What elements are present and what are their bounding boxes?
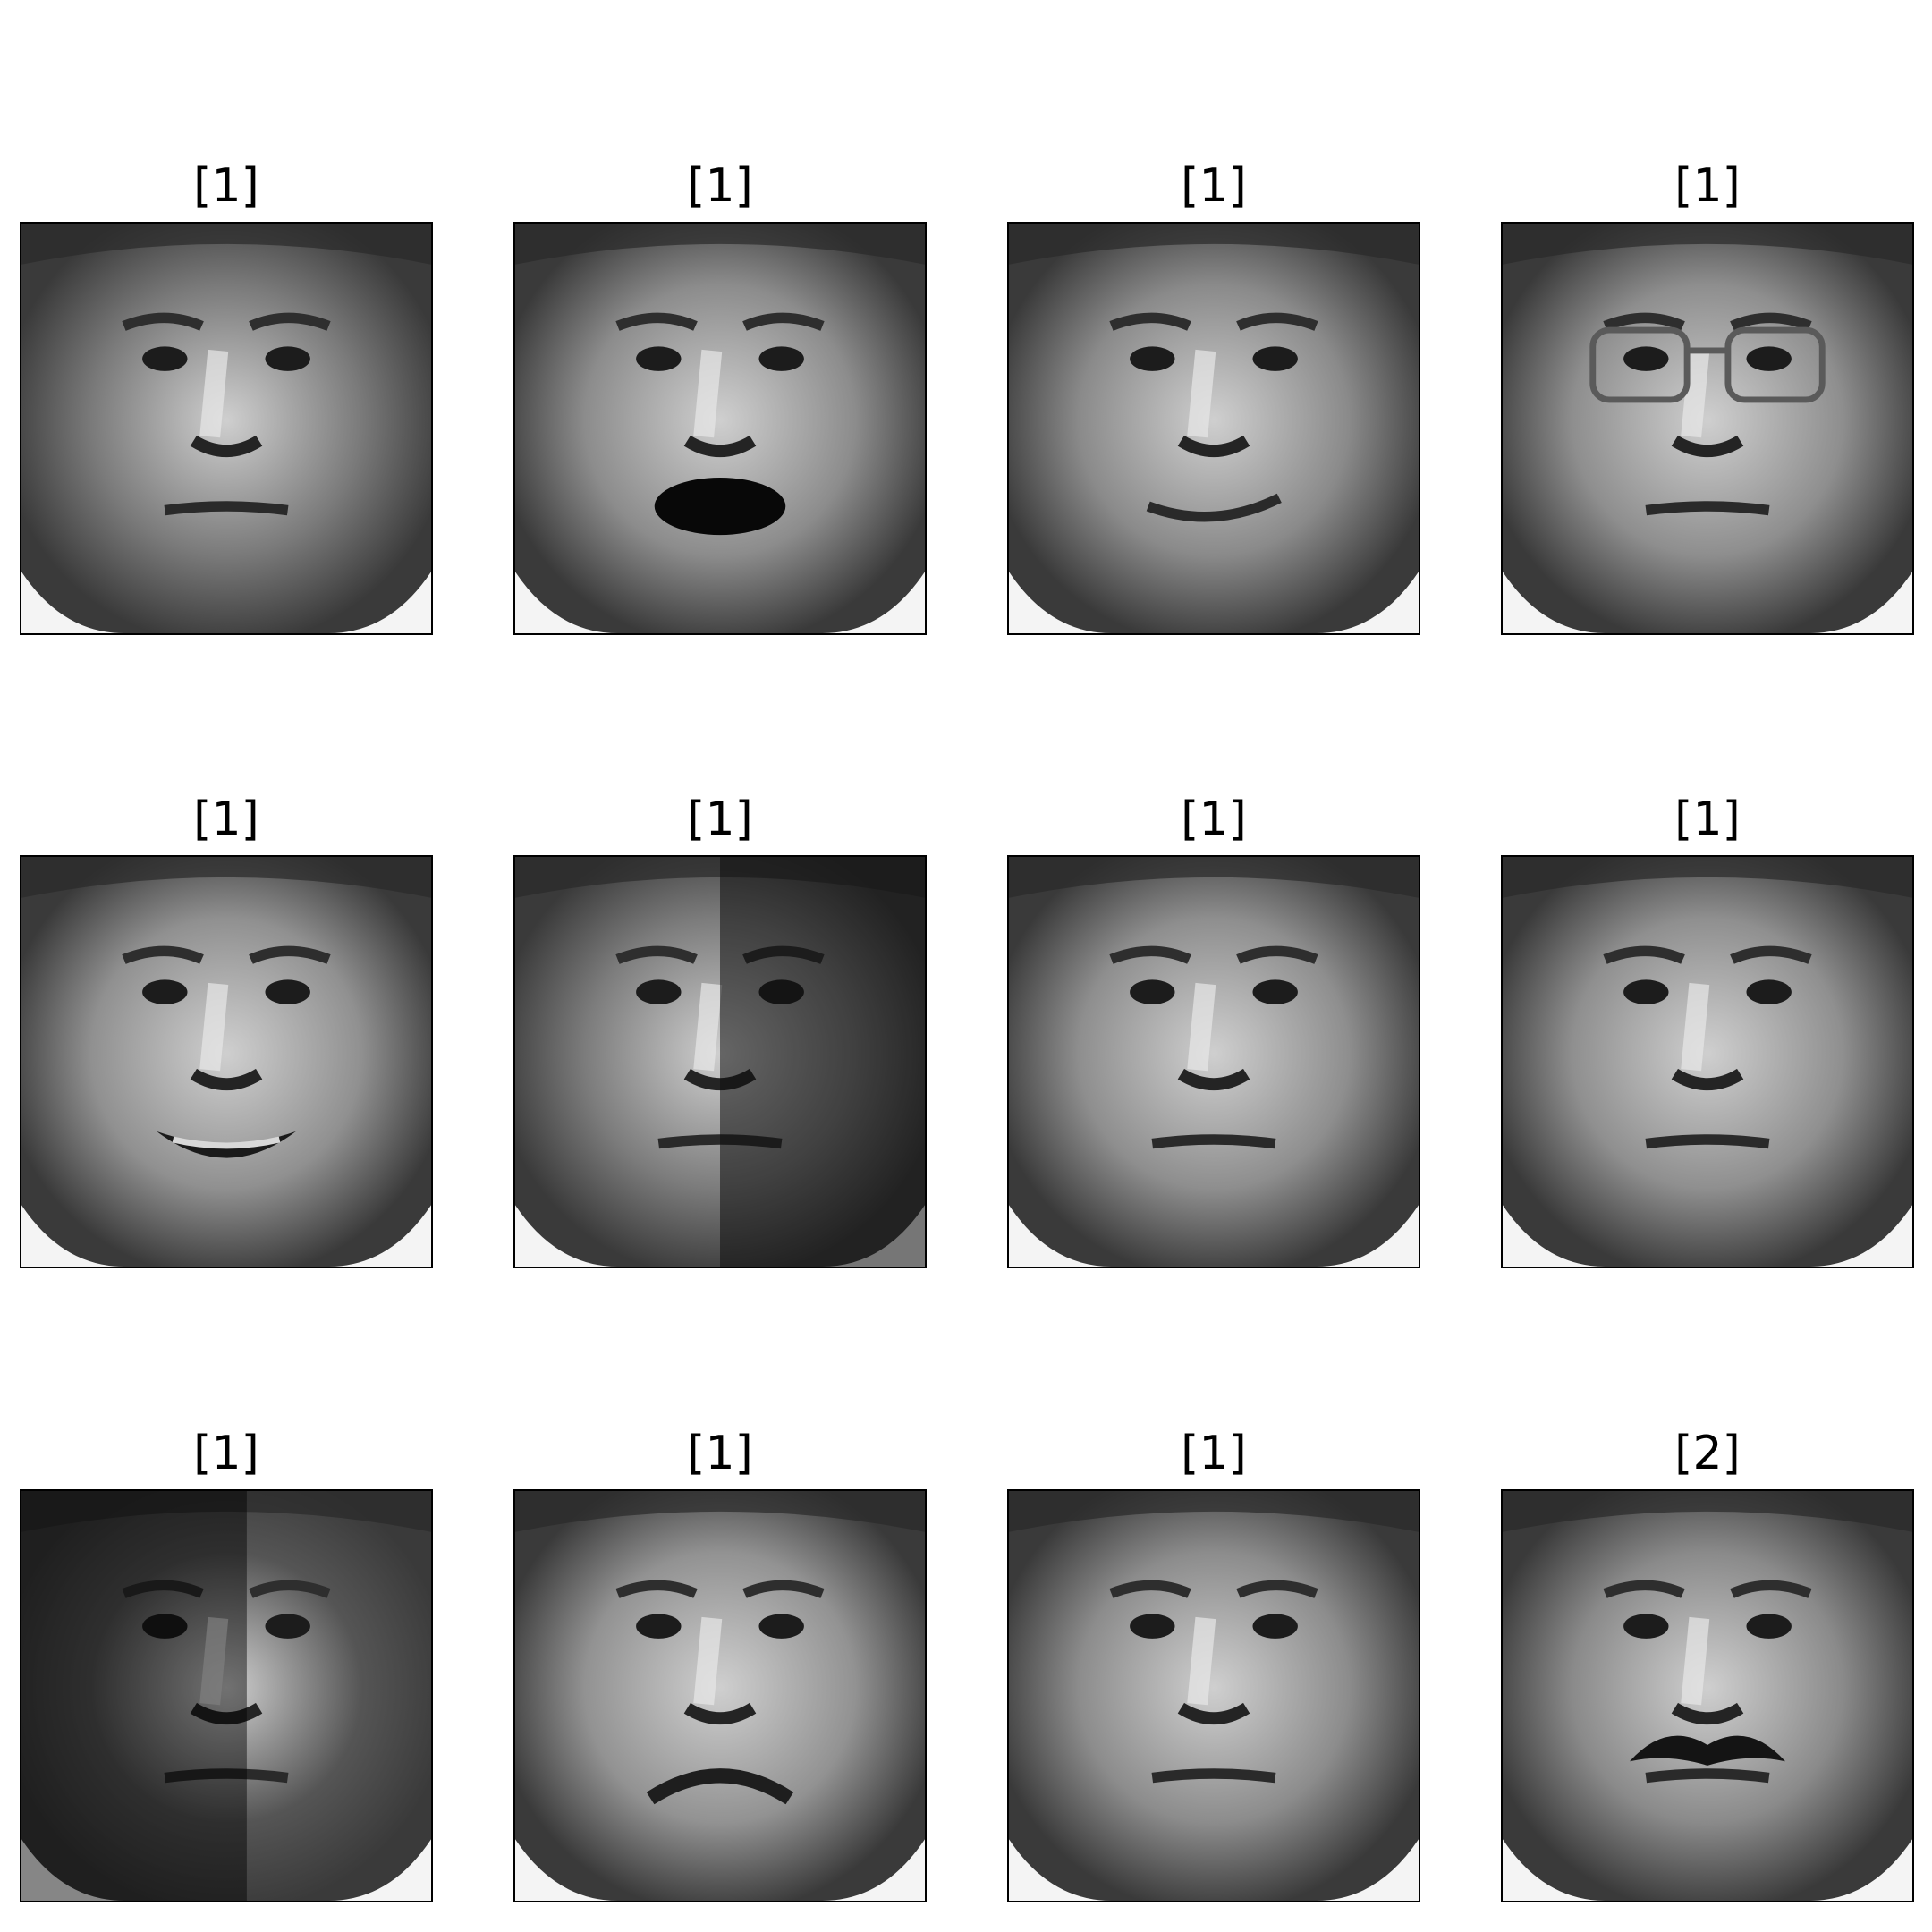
face-image	[1501, 222, 1914, 635]
face-drawing	[21, 224, 431, 633]
face-drawing	[515, 1491, 925, 1901]
face-image	[20, 1489, 433, 1902]
face-image	[1007, 855, 1420, 1268]
panel-label: [1]	[1181, 1427, 1247, 1480]
panel-label: [1]	[193, 792, 259, 846]
face-drawing	[1009, 857, 1419, 1267]
face-drawing	[1009, 1491, 1419, 1901]
face-drawing	[515, 224, 925, 633]
face-drawing	[1503, 857, 1912, 1267]
panel-label: [1]	[1181, 159, 1247, 213]
face-drawing	[21, 857, 431, 1267]
face-image	[20, 855, 433, 1268]
panel-label: [1]	[1674, 792, 1741, 846]
face-drawing	[21, 1491, 431, 1901]
panel-label: [1]	[1674, 159, 1741, 213]
face-drawing	[1503, 1491, 1912, 1901]
face-image	[20, 222, 433, 635]
face-image	[513, 222, 927, 635]
face-image	[1007, 222, 1420, 635]
face-drawing	[515, 857, 925, 1267]
face-image	[1501, 855, 1914, 1268]
face-image	[513, 855, 927, 1268]
face-image	[1501, 1489, 1914, 1902]
panel-label: [2]	[1674, 1427, 1741, 1480]
panel-label: [1]	[1181, 792, 1247, 846]
panel-label: [1]	[193, 159, 259, 213]
panel-label: [1]	[687, 792, 753, 846]
face-drawing	[1009, 224, 1419, 633]
face-drawing	[1503, 224, 1912, 633]
panel-label: [1]	[687, 159, 753, 213]
face-image	[513, 1489, 927, 1902]
face-image	[1007, 1489, 1420, 1902]
panel-label: [1]	[687, 1427, 753, 1480]
panel-label: [1]	[193, 1427, 259, 1480]
